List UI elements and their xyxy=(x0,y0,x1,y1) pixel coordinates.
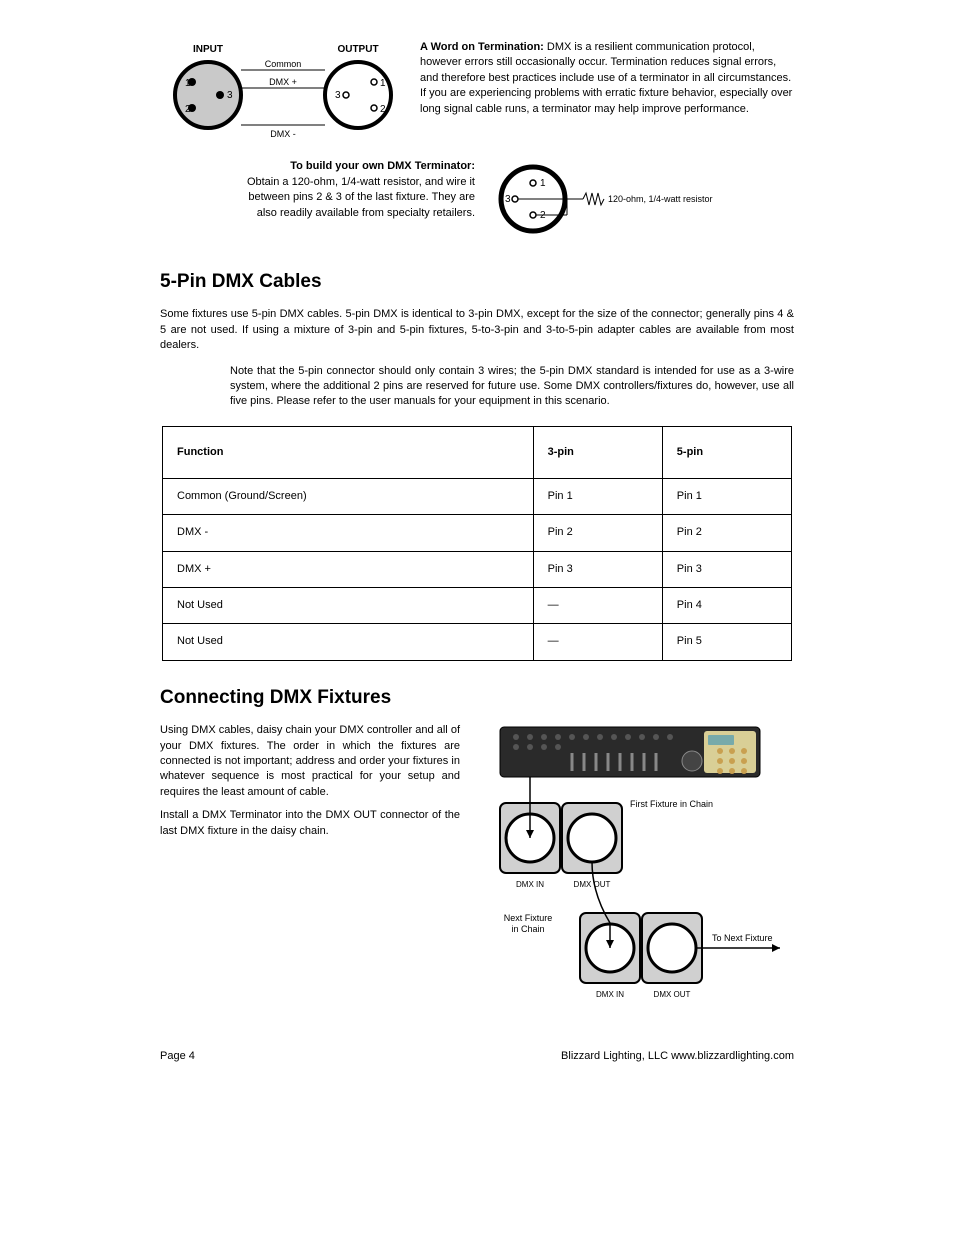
connecting-heading: Connecting DMX Fixtures xyxy=(30,685,924,712)
svg-text:1: 1 xyxy=(380,78,386,89)
table-row: DMX +Pin 3Pin 3 xyxy=(163,551,792,587)
terminator-diagram: 1 2 3 120-ohm, 1/4-watt resistor xyxy=(493,159,733,244)
svg-text:120-ohm, 1/4-watt resistor: 120-ohm, 1/4-watt resistor xyxy=(608,194,713,204)
svg-text:DMX IN: DMX IN xyxy=(596,990,624,999)
svg-text:2: 2 xyxy=(185,104,191,115)
five-pin-note: Note that the 5-pin connector should onl… xyxy=(230,364,794,410)
footer-page: Page 4 xyxy=(160,1049,195,1064)
svg-text:Common: Common xyxy=(265,59,302,69)
svg-text:1: 1 xyxy=(185,78,191,89)
svg-text:DMX -: DMX - xyxy=(270,129,296,139)
pinout-diagram: INPUT 1 2 3 OUTPUT 1 2 3 Common DMX + DM… xyxy=(170,40,400,145)
table-row: Common (Ground/Screen)Pin 1Pin 1 xyxy=(163,478,792,514)
svg-text:2: 2 xyxy=(380,104,386,115)
svg-text:DMX OUT: DMX OUT xyxy=(654,990,691,999)
svg-text:First Fixture in Chain: First Fixture in Chain xyxy=(630,799,713,809)
svg-text:3: 3 xyxy=(227,90,233,101)
five-pin-heading: 5-Pin DMX Cables xyxy=(30,269,924,296)
svg-text:To Next Fixture: To Next Fixture xyxy=(712,933,773,943)
termination-text: A Word on Termination: DMX is a resilien… xyxy=(420,40,794,117)
svg-text:DMX IN: DMX IN xyxy=(516,880,544,889)
table-row: DMX -Pin 2Pin 2 xyxy=(163,515,792,551)
connecting-p2: Install a DMX Terminator into the DMX OU… xyxy=(160,808,460,839)
input-label: INPUT xyxy=(193,44,223,55)
svg-text:3: 3 xyxy=(505,194,511,205)
footer-brand: Blizzard Lighting, LLC www.blizzardlight… xyxy=(561,1049,794,1064)
svg-text:in Chain: in Chain xyxy=(511,924,544,934)
table-row: Not Used—Pin 5 xyxy=(163,624,792,660)
svg-text:3: 3 xyxy=(335,90,341,101)
svg-text:DMX +: DMX + xyxy=(269,77,297,87)
terminator-body: Obtain a 120-ohm, 1/4-watt resistor, and… xyxy=(235,175,475,221)
pin-table: Function 3-pin 5-pin Common (Ground/Scre… xyxy=(162,426,792,661)
table-col-1: 3-pin xyxy=(533,426,662,478)
terminator-heading: To build your own DMX Terminator: xyxy=(235,159,475,174)
svg-text:Next Fixture: Next Fixture xyxy=(504,913,553,923)
svg-text:1: 1 xyxy=(540,178,546,189)
svg-text:DMX OUT: DMX OUT xyxy=(574,880,611,889)
table-col-2: 5-pin xyxy=(662,426,791,478)
table-row: Not Used—Pin 4 xyxy=(163,587,792,623)
connecting-p1: Using DMX cables, daisy chain your DMX c… xyxy=(160,723,460,800)
table-col-0: Function xyxy=(163,426,534,478)
output-label: OUTPUT xyxy=(337,44,378,55)
chain-diagram: DMX IN DMX OUT First Fixture in Chain DM… xyxy=(480,723,800,1008)
five-pin-body: Some fixtures use 5-pin DMX cables. 5-pi… xyxy=(160,307,794,353)
